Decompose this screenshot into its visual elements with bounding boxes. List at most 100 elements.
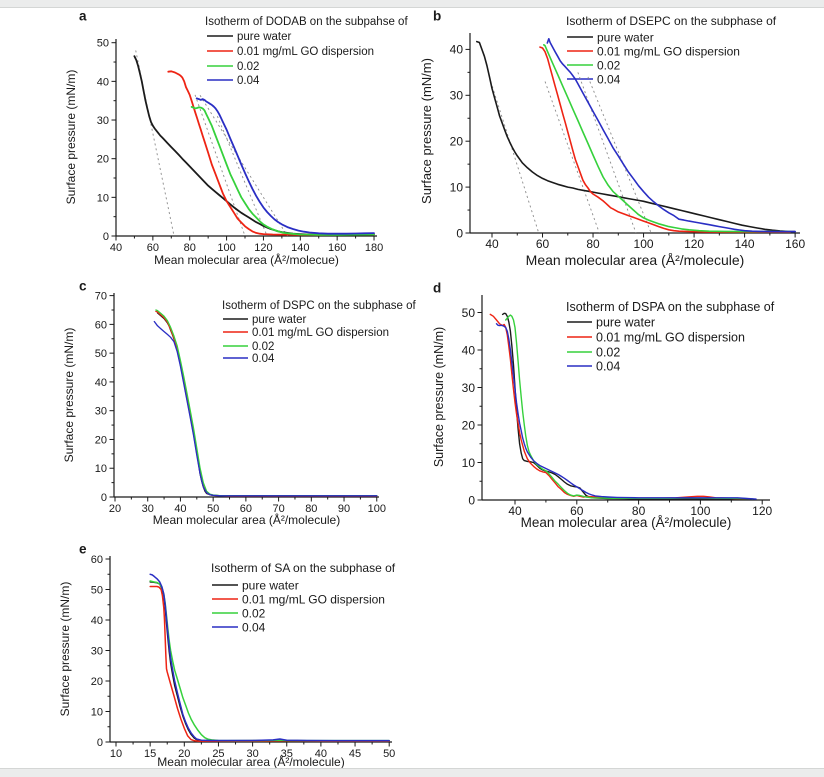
x-tick-label: 35	[281, 748, 293, 760]
y-tick-label: 0	[101, 492, 107, 504]
x-tick-label: 20	[178, 748, 190, 760]
x-tick-label: 80	[184, 242, 196, 254]
legend-label: 0.02	[242, 606, 266, 620]
legend-label: 0.04	[242, 620, 266, 634]
y-tick-label: 60	[91, 554, 103, 566]
panel-b: 40 60 80 100 120 140 160 0 10 20 30 40 Mean molecula…	[419, 9, 805, 268]
y-tick-label: 50	[95, 348, 107, 360]
x-tick-label: 80	[305, 503, 317, 515]
x-axis-label: Mean molecular area (Å²/molecue)	[154, 252, 339, 267]
x-tick-label: 60	[536, 237, 550, 251]
y-tick-label: 20	[95, 434, 107, 446]
y-axis-label: Surface pressure (mN/m)	[64, 70, 78, 205]
y-tick-label: 30	[91, 645, 103, 657]
x-tick-label: 45	[349, 748, 361, 760]
x-axis-label: Mean molecular area (Å²/molecule)	[153, 512, 340, 527]
x-tick-label: 15	[144, 748, 156, 760]
x-tick-label: 30	[246, 748, 258, 760]
x-axis-label: Mean molecular area (Å²/molecule)	[157, 754, 344, 769]
panel-title: Isotherm of DSEPC on the subphase of	[566, 14, 777, 28]
legend-label: 0.02	[252, 341, 274, 353]
y-tick-label: 10	[462, 456, 476, 470]
y-tick-label: 40	[91, 615, 103, 627]
x-tick-label: 40	[508, 504, 522, 518]
extrapolation-line	[577, 72, 637, 234]
x-tick-label: 50	[207, 503, 219, 515]
extrapolation-line	[216, 115, 268, 237]
series-line-red	[149, 585, 390, 742]
y-tick-label: 10	[450, 180, 464, 194]
y-tick-label: 40	[95, 377, 107, 389]
panel-letter: b	[433, 9, 441, 24]
panel-title: Isotherm of SA on the subphase of	[211, 561, 396, 575]
legend-label: pure water	[237, 31, 292, 43]
y-tick-label: 10	[91, 706, 103, 718]
x-tick-label: 60	[240, 503, 252, 515]
panel-title: Isotherm of DODAB on the subpahse of	[205, 16, 408, 28]
y-tick-label: 0	[97, 737, 103, 749]
legend-label: pure water	[597, 30, 654, 44]
series-line-blue	[149, 573, 390, 742]
x-tick-label: 40	[485, 237, 499, 251]
extrapolation-line	[587, 76, 652, 234]
series-line-red	[167, 70, 375, 236]
series-line-blue	[195, 97, 375, 235]
x-axis-label: Mean molecular area (Å²/molecule)	[526, 252, 745, 268]
x-tick-label: 100	[634, 237, 654, 251]
x-tick-label: 40	[174, 503, 186, 515]
x-tick-label: 100	[217, 242, 235, 254]
panel-letter: e	[79, 542, 87, 557]
x-axis-label: Mean molecular area (Å²/molecule)	[521, 515, 732, 530]
series-line-black	[475, 40, 796, 233]
x-tick-label: 180	[365, 242, 383, 254]
y-tick-label: 10	[97, 192, 109, 204]
x-tick-label: 100	[690, 504, 710, 518]
y-axis-label: Surface pressure (mN/m)	[62, 328, 76, 463]
legend-label: pure water	[242, 578, 299, 592]
x-tick-label: 20	[109, 503, 121, 515]
y-tick-label: 20	[97, 154, 109, 166]
bottom-scroll-edge	[0, 768, 824, 777]
legend-label: 0.01 mg/mL GO dispersion	[252, 327, 389, 339]
y-tick-label: 30	[462, 381, 476, 395]
y-tick-label: 30	[97, 115, 109, 127]
y-tick-label: 60	[95, 319, 107, 331]
panel-title: Isotherm of DSPA on the subphase of	[566, 300, 775, 314]
legend-label: 0.01 mg/mL GO dispersion	[596, 331, 745, 345]
y-tick-label: 30	[95, 406, 107, 418]
y-tick-label: 40	[462, 343, 476, 357]
y-axis-label: Surface pressure (mN/m)	[432, 327, 446, 467]
y-tick-label: 20	[450, 135, 464, 149]
legend-label: 0.01 mg/mL GO dispersion	[237, 46, 374, 58]
y-tick-label: 20	[91, 676, 103, 688]
y-axis-label: Surface pressure (mN/m)	[419, 58, 434, 204]
legend-label: 0.04	[596, 360, 620, 374]
x-tick-label: 140	[735, 237, 755, 251]
panel-letter: a	[79, 9, 87, 24]
x-tick-label: 140	[291, 242, 309, 254]
y-tick-label: 0	[456, 226, 463, 240]
series-line-green	[542, 43, 791, 233]
panel-letter: c	[79, 279, 87, 294]
legend-label: 0.04	[237, 75, 260, 87]
x-tick-label: 120	[254, 242, 272, 254]
legend-label: 0.01 mg/mL GO dispersion	[597, 44, 740, 58]
x-tick-label: 30	[142, 503, 154, 515]
legend-label: 0.02	[596, 346, 620, 360]
panel-title: Isotherm of DSPC on the subphase of	[222, 300, 416, 312]
y-tick-label: 20	[462, 418, 476, 432]
x-tick-label: 40	[315, 748, 327, 760]
x-tick-label: 70	[272, 503, 284, 515]
x-tick-label: 80	[632, 504, 646, 518]
series-line-blue	[495, 323, 757, 500]
x-tick-label: 40	[110, 242, 122, 254]
x-tick-label: 120	[752, 504, 772, 518]
legend-label: 0.02	[597, 58, 621, 72]
legend-label: 0.01 mg/mL GO dispersion	[242, 592, 385, 606]
legend-label: 0.04	[252, 353, 275, 365]
y-tick-label: 0	[468, 493, 475, 507]
legend-label: 0.02	[237, 61, 259, 73]
